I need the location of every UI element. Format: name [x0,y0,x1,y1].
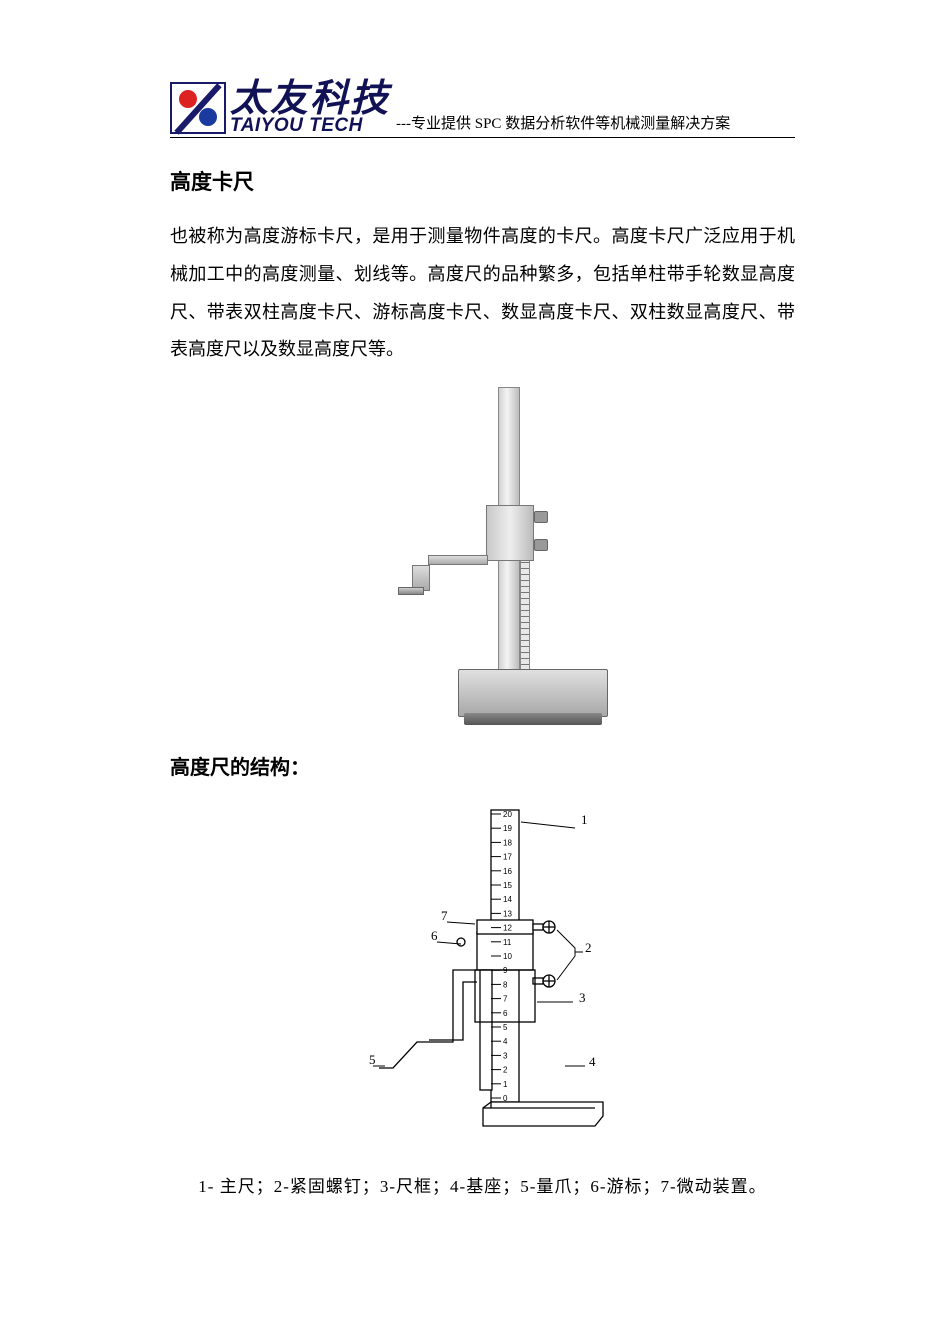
logo-en: TAIYOU TECH [230,116,390,135]
svg-text:3: 3 [579,990,586,1005]
svg-text:4: 4 [503,1037,508,1046]
height-gauge-photo [368,387,598,727]
svg-text:19: 19 [503,824,512,833]
svg-text:4: 4 [589,1054,596,1069]
svg-text:9: 9 [503,966,508,975]
svg-text:2: 2 [585,940,592,955]
svg-text:0: 0 [503,1094,508,1103]
svg-text:16: 16 [503,867,512,876]
intro-paragraph: 也被称为高度游标卡尺，是用于测量物件高度的卡尺。高度卡尺广泛应用于机械加工中的高… [170,218,795,369]
logo-block: 太友科技 TAIYOU TECH [170,80,390,135]
svg-text:7: 7 [503,995,508,1004]
document-page: 太友科技 TAIYOU TECH ---专业提供 SPC 数据分析软件等机械测量… [0,0,945,1237]
diagram-caption: 1- 主尺；2-紧固螺钉；3-尺框；4-基座；5-量爪；6-游标；7-微动装置。 [170,1172,795,1197]
svg-text:11: 11 [503,938,512,947]
svg-text:3: 3 [503,1052,508,1061]
photo-figure [170,387,795,727]
diagram-svg: 01234567891011121314151617181920 1234567 [343,802,623,1142]
height-gauge-diagram: 01234567891011121314151617181920 1234567 [343,802,623,1142]
logo-text: 太友科技 TAIYOU TECH [230,80,390,135]
svg-text:15: 15 [503,881,512,890]
svg-text:2: 2 [503,1066,508,1075]
svg-text:13: 13 [503,910,512,919]
svg-text:10: 10 [503,952,512,961]
svg-text:6: 6 [431,928,438,943]
svg-text:14: 14 [503,895,512,904]
letterhead: 太友科技 TAIYOU TECH ---专业提供 SPC 数据分析软件等机械测量… [170,80,795,138]
svg-text:5: 5 [503,1023,508,1032]
svg-text:8: 8 [503,981,508,990]
diagram-figure: 01234567891011121314151617181920 1234567 [170,802,795,1142]
logo-cn: 太友科技 [230,80,390,118]
svg-text:7: 7 [441,908,448,923]
svg-text:1: 1 [503,1080,508,1089]
page-title: 高度卡尺 [170,166,795,196]
svg-text:20: 20 [503,810,512,819]
tagline: ---专业提供 SPC 数据分析软件等机械测量解决方案 [396,112,730,133]
svg-text:1: 1 [581,812,588,827]
svg-text:17: 17 [503,853,512,862]
section-heading: 高度尺的结构： [170,751,795,780]
logo-mark-icon [170,82,226,134]
svg-text:6: 6 [503,1009,508,1018]
svg-text:5: 5 [369,1052,376,1067]
svg-text:12: 12 [503,924,512,933]
svg-text:18: 18 [503,839,512,848]
